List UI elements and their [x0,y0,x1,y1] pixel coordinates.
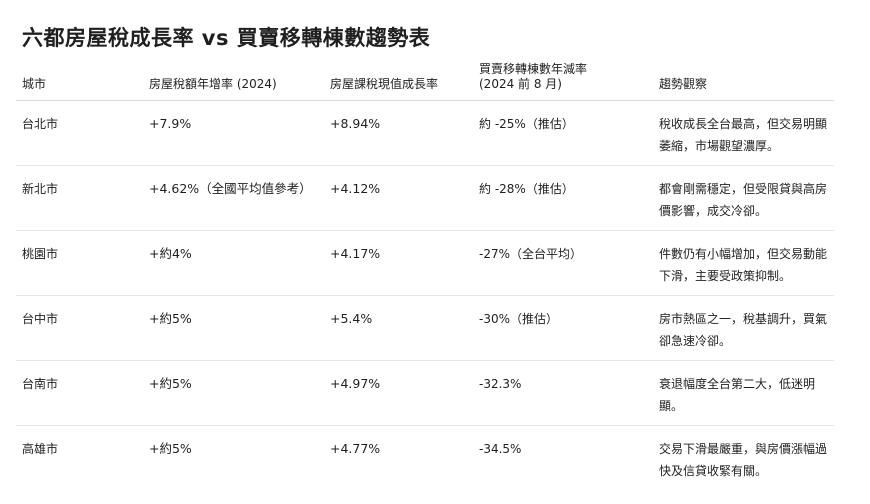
cell-city: 新北市 [16,165,143,231]
cell-trend-observation: 都會剛需穩定，但受限貸與高房價影響，成交冷卻。 [653,165,834,231]
header-tax-growth: 房屋稅額年增率 (2024) [143,62,324,101]
cell-trend-observation: 交易下滑最嚴重，與房價漲幅過快及信貸收緊有關。 [659,442,828,478]
cell-transfer-decline: -27%（全台平均） [473,230,653,296]
cell-tax-growth: +約5% [149,441,192,456]
table-row: 桃園市 +約4% +4.17% -27%（全台平均） 件數仍有小幅增加，但交易動… [16,230,834,296]
header-city: 城市 [16,62,143,101]
cell-city: 桃園市 [16,230,143,296]
cell-tax-growth: +7.9% [143,100,324,166]
cell-assessed-value-growth: +8.94% [324,100,473,166]
cell-transfer-decline: -30%（推估） [473,295,653,361]
cell-city: 台南市 [16,360,143,426]
page-title: 六都房屋稅成長率 vs 買賣移轉棟數趨勢表 [22,26,431,50]
header-assessed-value-growth: 房屋課稅現值成長率 [324,62,473,101]
cell-assessed-value-growth: +4.12% [324,165,473,231]
table-row: 台北市 +7.9% +8.94% 約 -25%（推估） 稅收成長全台最高，但交易… [16,100,834,166]
cell-assessed-value-growth: +4.77% [330,441,381,456]
table-row: 高雄市 +約5% +4.77% -34.5% 交易下滑最嚴重，與房價漲幅過快及信… [16,426,834,491]
table-row: 台中市 +約5% +5.4% -30%（推估） 房市熱區之一，稅基調升，買氣卻急… [16,295,834,361]
cell-assessed-value-growth: +5.4% [324,295,473,361]
cell-trend-observation: 稅收成長全台最高，但交易明顯萎縮，市場觀望濃厚。 [653,100,834,166]
table-row: 新北市 +4.62%（全國平均值參考） +4.12% 約 -28%（推估） 都會… [16,165,834,231]
table-header-row: 城市 房屋稅額年增率 (2024) 房屋課稅現值成長率 買賣移轉棟數年減率 (2… [16,62,834,101]
cell-transfer-decline: 約 -25%（推估） [473,100,653,166]
cell-tax-growth: +4.62%（全國平均值參考） [143,165,324,231]
cell-trend-observation: 房市熱區之一，稅基調升，買氣卻急速冷卻。 [653,295,834,361]
cell-city: 台北市 [16,100,143,166]
cell-transfer-decline: 約 -28%（推估） [473,165,653,231]
cell-trend-observation: 衰退幅度全台第二大，低迷明顯。 [653,360,834,426]
cell-tax-growth: +約4% [143,230,324,296]
header-trend-observation: 趨勢觀察 [653,62,834,101]
cell-assessed-value-growth: +4.97% [324,360,473,426]
cell-transfer-decline: -34.5% [479,442,522,456]
cell-city: 高雄市 [22,442,59,456]
cell-tax-growth: +約5% [143,360,324,426]
table-row: 台南市 +約5% +4.97% -32.3% 衰退幅度全台第二大，低迷明顯。 [16,360,834,426]
cell-tax-growth: +約5% [143,295,324,361]
cell-transfer-decline: -32.3% [473,360,653,426]
cell-city: 台中市 [16,295,143,361]
header-transfer-decline: 買賣移轉棟數年減率 (2024 前 8 月) [473,62,653,101]
cell-trend-observation: 件數仍有小幅增加，但交易動能下滑，主要受政策抑制。 [653,230,834,296]
cell-assessed-value-growth: +4.17% [324,230,473,296]
trend-table: 城市 房屋稅額年增率 (2024) 房屋課稅現值成長率 買賣移轉棟數年減率 (2… [16,62,834,491]
